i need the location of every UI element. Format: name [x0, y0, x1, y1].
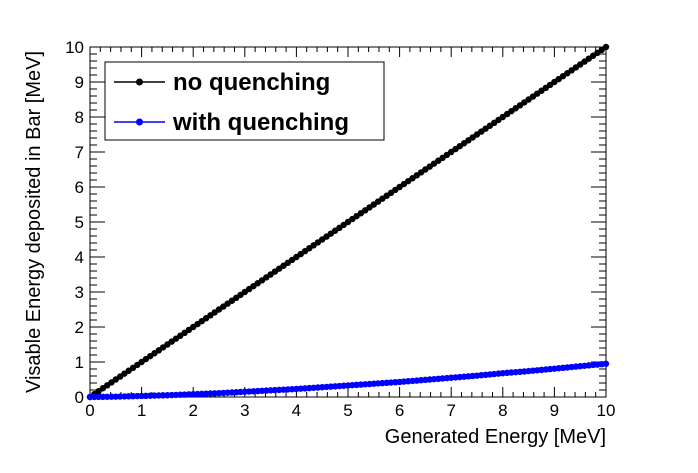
series-marker [602, 360, 610, 367]
x-tick-label: 6 [395, 401, 404, 420]
legend-label-with-quenching: with quenching [172, 109, 349, 136]
x-tick-label: 0 [85, 401, 94, 420]
x-tick-label: 2 [188, 401, 197, 420]
tick-labels: 0 1 2 3 4 5 6 7 8 9 10 0 1 2 3 4 5 6 7 8 9 10 [65, 38, 615, 420]
legend-box [104, 61, 385, 141]
legend: no quenching with quenching [104, 61, 385, 141]
y-tick-label: 1 [75, 353, 84, 372]
x-tick-label: 7 [446, 401, 455, 420]
series-marker [602, 43, 610, 51]
axis-ticks [89, 46, 607, 398]
series-0 [86, 43, 610, 401]
y-tick-label: 5 [75, 213, 84, 232]
x-tick-label: 9 [550, 401, 559, 420]
x-tick-label: 1 [137, 401, 146, 420]
x-tick-label: 10 [597, 401, 616, 420]
y-tick-label: 0 [75, 388, 84, 407]
y-tick-label: 8 [75, 108, 84, 127]
series-layer [86, 43, 610, 401]
y-axis-title: Visable Energy deposited in Bar [MeV] [23, 51, 45, 393]
y-tick-label: 3 [75, 283, 84, 302]
series-1 [86, 360, 610, 401]
x-tick-label: 8 [498, 401, 507, 420]
y-tick-label: 4 [75, 248, 84, 267]
y-tick-label: 2 [75, 318, 84, 337]
y-tick-label: 9 [75, 73, 84, 92]
y-tick-label: 7 [75, 143, 84, 162]
x-tick-label: 3 [240, 401, 249, 420]
legend-marker-no-quenching [136, 78, 143, 86]
y-tick-label: 10 [65, 38, 84, 57]
x-tick-label: 5 [343, 401, 352, 420]
legend-label-no-quenching: no quenching [173, 69, 330, 96]
x-tick-label: 4 [292, 401, 301, 420]
x-axis-title: Generated Energy [MeV] [385, 426, 606, 448]
legend-marker-with-quenching [136, 118, 143, 126]
y-tick-label: 6 [75, 178, 84, 197]
